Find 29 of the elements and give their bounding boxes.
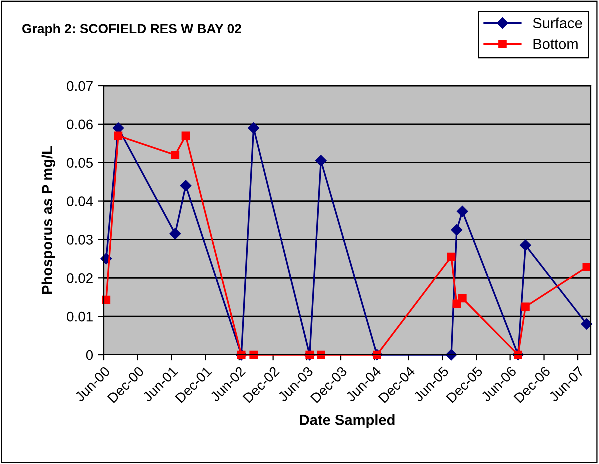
x-axis-title: Date Sampled xyxy=(300,414,395,428)
point xyxy=(316,155,327,167)
point xyxy=(248,122,260,134)
point xyxy=(171,151,180,160)
y-tick-label: 0.02 xyxy=(67,273,93,284)
y-axis-title: Phosporus as P mg/L xyxy=(42,146,56,294)
y-tick-label: 0.05 xyxy=(67,158,94,168)
y-tick-label: 0.06 xyxy=(67,120,93,130)
point xyxy=(114,132,123,140)
legend-label: Bottom xyxy=(534,39,578,50)
chart-title: Graph 2: SCOFIELD RES W BAY 02 xyxy=(22,24,242,36)
point xyxy=(180,180,192,192)
point xyxy=(182,132,190,140)
point xyxy=(581,318,593,330)
legend-label: Surface xyxy=(533,18,582,28)
point xyxy=(520,240,532,252)
point xyxy=(170,228,182,240)
point xyxy=(457,206,468,218)
y-tick-label: 0.01 xyxy=(67,312,93,322)
point xyxy=(452,300,462,308)
point xyxy=(447,252,456,262)
point xyxy=(522,302,530,312)
y-tick-label: 0 xyxy=(86,350,94,360)
y-tick-label: 0.07 xyxy=(67,81,93,92)
point xyxy=(451,224,463,236)
point xyxy=(458,294,467,303)
point xyxy=(582,263,592,272)
y-tick-label: 0.04 xyxy=(67,196,94,206)
y-tick-label: 0.03 xyxy=(67,235,93,245)
